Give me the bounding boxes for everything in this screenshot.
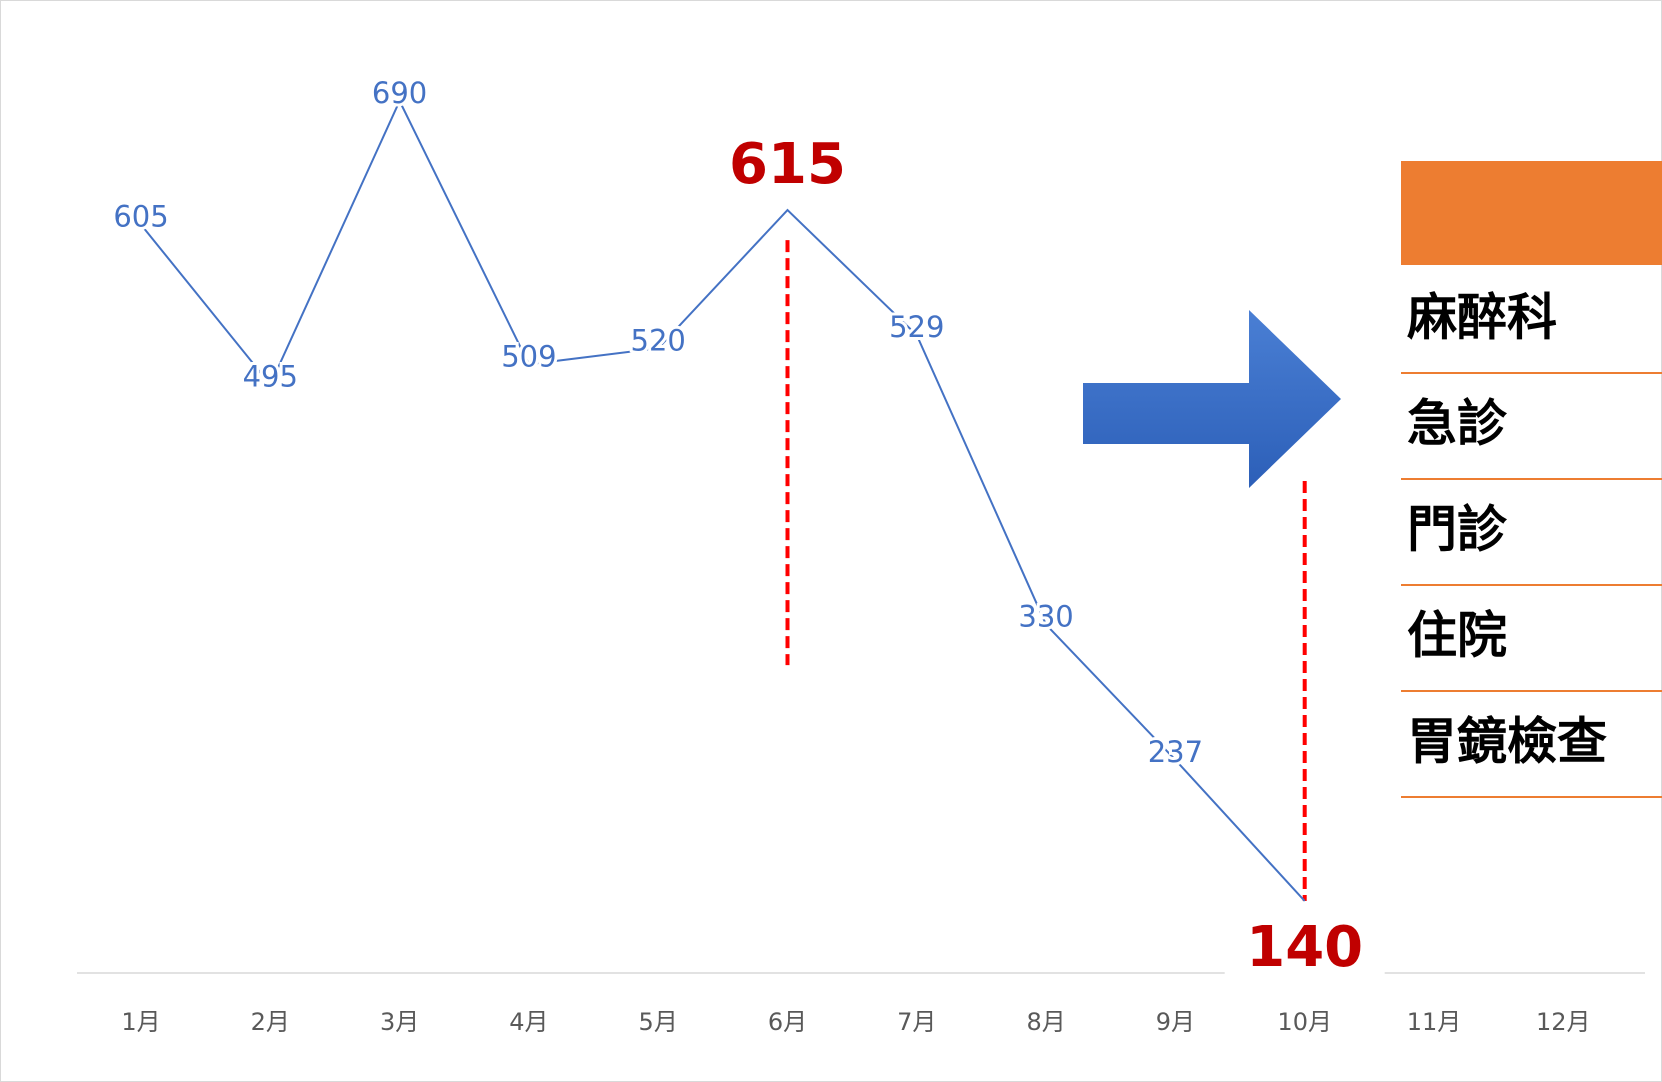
- data-label: 495: [243, 360, 298, 394]
- x-tick-label: 7月: [897, 1008, 936, 1036]
- x-tick-label: 6月: [768, 1008, 807, 1036]
- data-label: 605: [113, 200, 168, 234]
- data-label: 520: [631, 323, 686, 357]
- line: [140, 98, 1306, 902]
- x-tick-label: 9月: [1156, 1008, 1195, 1036]
- x-tick-label: 3月: [380, 1008, 419, 1036]
- data-label: 615: [729, 132, 846, 197]
- data-label: 529: [889, 310, 944, 344]
- table-cell: 門診: [1407, 501, 1508, 559]
- table-cell: 住院: [1407, 607, 1507, 665]
- data-label: 140: [1246, 915, 1363, 980]
- x-tick-label: 8月: [1026, 1008, 1065, 1036]
- data-label: 690: [372, 76, 427, 110]
- data-label: 509: [501, 339, 556, 373]
- table-cell: 胃鏡檢查: [1407, 713, 1607, 771]
- x-tick-label: 11月: [1407, 1008, 1462, 1036]
- label-bg: [1224, 915, 1385, 989]
- table-cell: 麻醉科: [1407, 289, 1557, 347]
- x-tick-label: 12月: [1536, 1008, 1591, 1036]
- x-tick-label: 4月: [509, 1008, 548, 1036]
- data-label: 237: [1148, 735, 1203, 769]
- data-label: 330: [1018, 600, 1073, 634]
- x-tick-label: 5月: [639, 1008, 678, 1036]
- x-tick-label: 1月: [121, 1008, 160, 1036]
- table-cell: 急診: [1407, 395, 1508, 453]
- arrow: [1083, 310, 1341, 488]
- table-header: [1401, 161, 1662, 265]
- x-tick-label: 2月: [251, 1008, 290, 1036]
- x-tick-label: 10月: [1277, 1008, 1332, 1036]
